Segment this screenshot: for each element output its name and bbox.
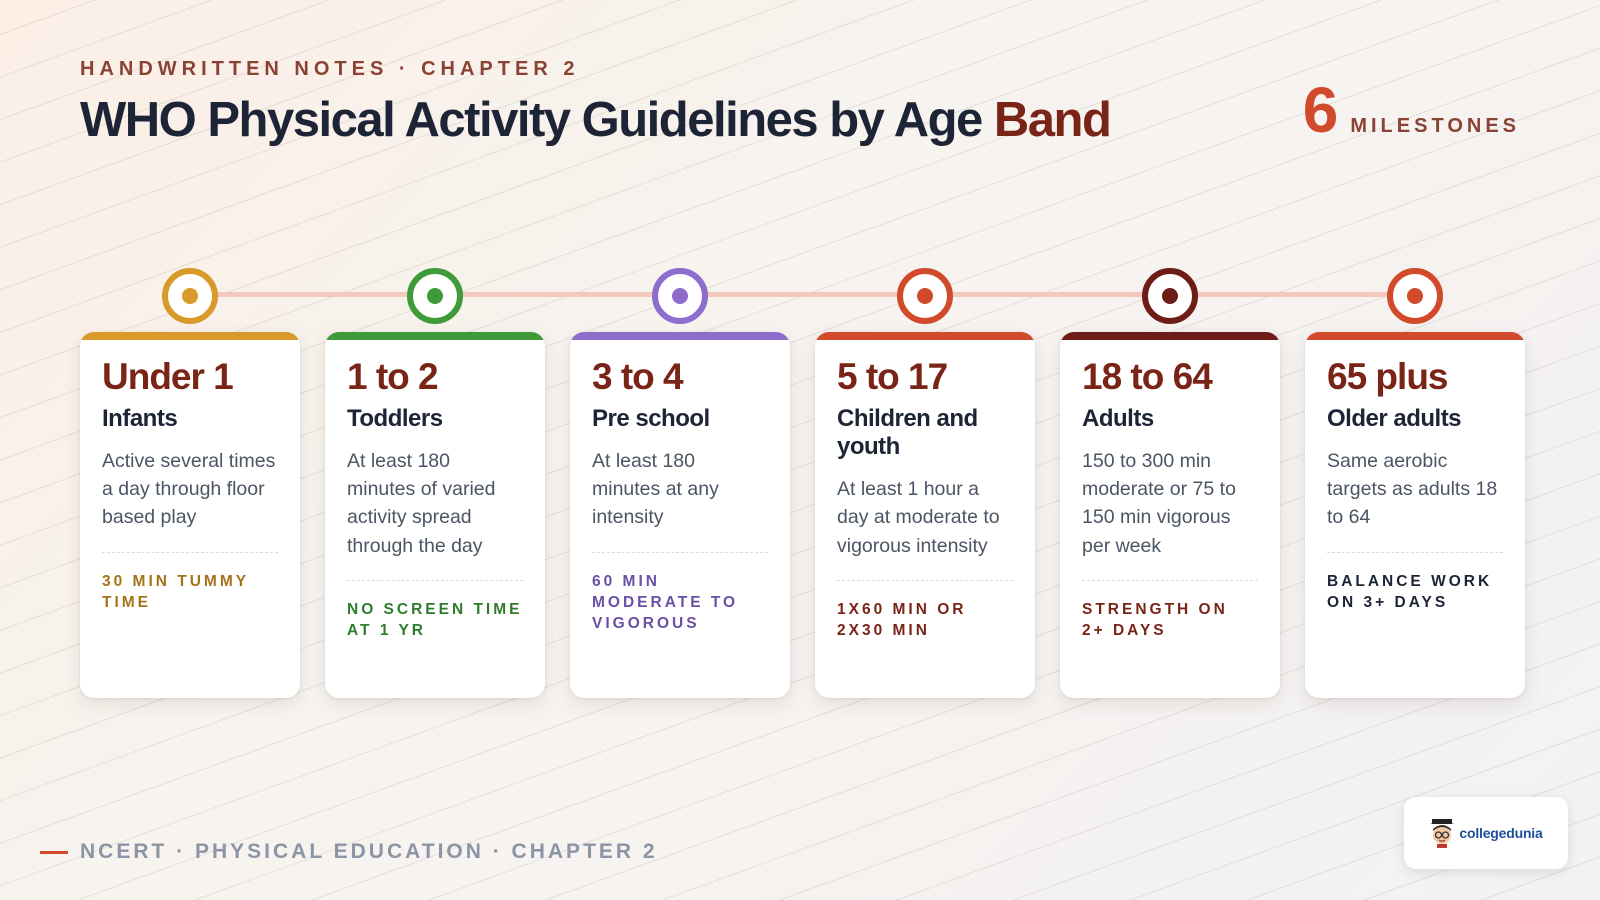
card-divider — [592, 551, 768, 553]
timeline-node-dot — [427, 288, 443, 304]
card-group: Infants — [102, 404, 178, 432]
page-title-main: WHO Physical Activity Guidelines by Age — [80, 93, 983, 147]
card-description: Same aerobic targets as adults 18 to 64 — [1327, 449, 1498, 529]
card-age: Under 1 — [102, 356, 234, 397]
footer: NCERT · PHYSICAL EDUCATION · CHAPTER 2 — [40, 840, 658, 864]
card-divider — [1327, 551, 1503, 553]
brand-logo[interactable]: collegedunia — [1404, 797, 1568, 869]
eyebrow-text: HANDWRITTEN NOTES · CHAPTER 2 — [80, 58, 580, 80]
card-group: Older adults — [1327, 404, 1462, 432]
card-group: Toddlers — [347, 404, 443, 432]
milestone-label: MILESTONES — [1350, 115, 1520, 137]
card-note: 30 min tummy time — [102, 572, 249, 612]
card-accent-bar — [325, 332, 545, 340]
timeline-node — [162, 268, 218, 324]
card-age: 18 to 64 — [1082, 356, 1213, 397]
card-age: 65 plus — [1327, 356, 1449, 397]
milestone-card: 18 to 64 Adults 150 to 300 min moderate or… — [1060, 332, 1280, 698]
milestone-card: 3 to 4 Pre school At least 180 minutes at … — [570, 332, 790, 698]
milestone-card: 5 to 17 Children and youth At least 1 hour… — [815, 332, 1035, 698]
card-note: 60 min moderate to vigorous — [592, 572, 739, 633]
timeline-node — [1387, 268, 1443, 324]
card-accent-bar — [1305, 332, 1525, 340]
card-description: Active several times a day through floor… — [102, 449, 276, 529]
card-group: Children and youth — [837, 404, 978, 460]
footer-text: NCERT · PHYSICAL EDUCATION · CHAPTER 2 — [80, 840, 658, 863]
card-divider — [837, 579, 1013, 581]
page-title: WHO Physical Activity Guidelines by Age … — [80, 92, 1112, 148]
page-title-accent: Band — [993, 93, 1112, 147]
card-accent-bar — [570, 332, 790, 340]
timeline-connector — [191, 292, 1409, 297]
brand-name: collegedunia — [1459, 825, 1543, 841]
timeline-node — [652, 268, 708, 324]
timeline-node — [897, 268, 953, 324]
milestone-card: 1 to 2 Toddlers At least 180 minutes of va… — [325, 332, 545, 698]
card-description: At least 180 minutes at any intensity — [592, 449, 719, 529]
timeline-node-dot — [1162, 288, 1178, 304]
timeline-node-dot — [672, 288, 688, 304]
card-divider — [347, 579, 523, 581]
card-age: 1 to 2 — [347, 356, 439, 397]
milestone-card: Under 1 Infants Active several times a day… — [80, 332, 300, 698]
card-divider — [102, 551, 278, 553]
milestone-counter: 6 MILESTONES — [1303, 78, 1520, 142]
card-group: Pre school — [592, 404, 710, 432]
card-note: 1x60 min or 2x30 min — [837, 600, 967, 640]
milestone-card: 65 plus Older adults Same aerobic targets … — [1305, 332, 1525, 698]
card-divider — [1082, 579, 1258, 581]
card-description: 150 to 300 min moderate or 75 to 150 min… — [1082, 449, 1236, 557]
footer-dash — [40, 850, 68, 854]
timeline-node-dot — [917, 288, 933, 304]
card-age: 3 to 4 — [592, 356, 684, 397]
card-note: Balance work on 3+ days — [1327, 572, 1493, 612]
milestone-count: 6 — [1302, 74, 1339, 146]
card-note: No screen time at 1 yr — [347, 600, 523, 640]
card-age: 5 to 17 — [837, 356, 948, 397]
card-description: At least 1 hour a day at moderate to vig… — [837, 478, 1000, 557]
timeline-node-dot — [182, 288, 198, 304]
timeline-node — [407, 268, 463, 324]
card-description: At least 180 minutes of varied activity … — [347, 449, 496, 557]
timeline-node — [1142, 268, 1198, 324]
card-note: Strength on 2+ days — [1082, 600, 1228, 640]
card-accent-bar — [1060, 332, 1280, 340]
mascot-icon — [1430, 819, 1455, 848]
card-accent-bar — [80, 332, 300, 340]
timeline-node-dot — [1407, 288, 1423, 304]
card-group: Adults — [1082, 404, 1154, 432]
card-accent-bar — [815, 332, 1035, 340]
